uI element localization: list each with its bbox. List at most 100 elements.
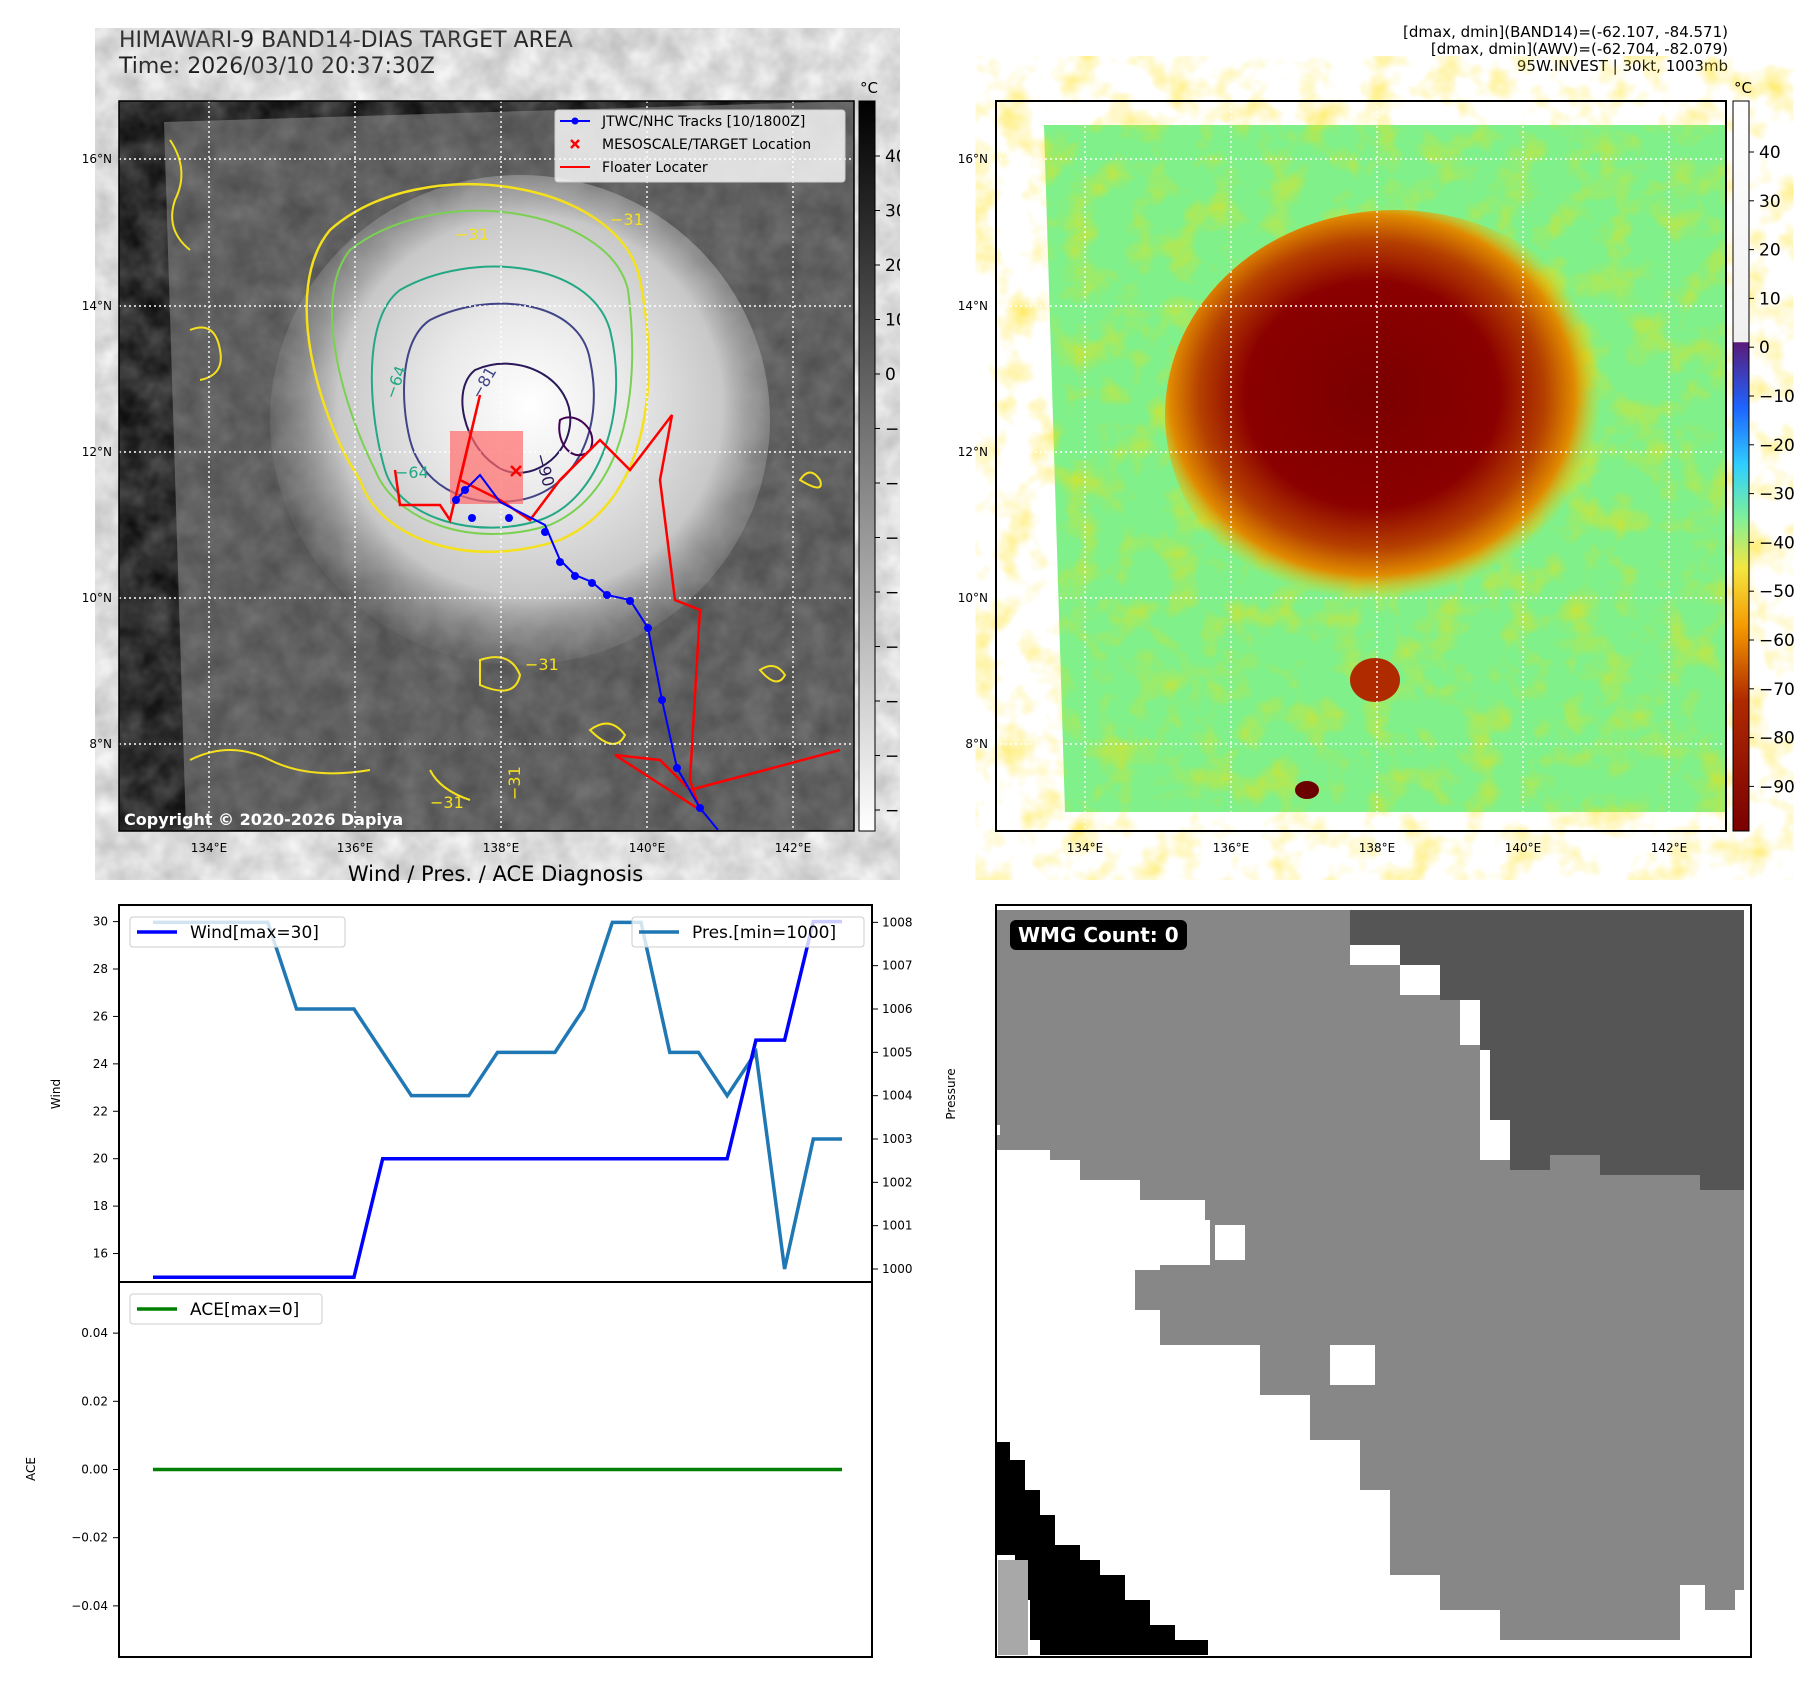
pressure-legend-label: Pres.[min=1000] (692, 923, 836, 943)
stats-line-band14: [dmax, dmin](BAND14)=(-62.107, -84.571) (1403, 23, 1728, 41)
wmg-region-light (998, 1560, 1028, 1655)
ir-cdo-cloud-mass (270, 175, 770, 665)
lat-tick-label: 10°N (82, 591, 112, 605)
lat-tick-label: 16°N (82, 152, 112, 166)
contour-deep-purple (461, 362, 572, 474)
lon-tick-label: 136°E (1213, 841, 1250, 855)
wind-axis-ticks: 16 18 20 22 24 26 28 30 (93, 915, 119, 1261)
pressure-axis-ticks: 1000 1001 1002 1003 1004 1005 1006 1007 1008 (872, 915, 913, 1276)
colorbar-tick-label: −60 (1759, 631, 1795, 651)
awv-panel: °C 403020100−10−20−30−40−50−60−70−80−90 … (958, 79, 1795, 855)
ir-panel: −31 −64 −81 −90 −31 −31 −31 −31 −64 JTWC… (82, 79, 900, 855)
ir-colorbar-ticks: 40 30 20 10 0 −10 −20 −30 −40 −50 −60 −70 −80 (875, 147, 900, 821)
contour-green (331, 209, 634, 535)
lon-tick-label: 140°E (1505, 841, 1542, 855)
lat-tick-label: 12°N (958, 445, 988, 459)
wind-tick-label: 20 (93, 1152, 108, 1166)
pressure-tick-label: 1008 (882, 915, 913, 929)
colorbar-tick-label: 40 (1759, 143, 1781, 163)
ir-lat-labels: 16°N 14°N 12°N 10°N 8°N (82, 152, 112, 751)
colorbar-tick-label: 20 (1759, 241, 1781, 261)
awv-colorbar-ticks: 40 30 20 10 0 −10 −20 −30 −40 −50 −60 −70 −80 −90 (1749, 143, 1795, 797)
contour-label: −31 (610, 210, 644, 229)
colorbar-tick-label: −30 (885, 529, 900, 549)
contour-fragments (169, 139, 822, 801)
legend-label-tracks: JTWC/NHC Tracks [10/1800Z] (601, 114, 805, 130)
awv-map-frame (995, 100, 1727, 832)
contour-label: −64 (395, 463, 429, 482)
legend-label-target: MESOSCALE/TARGET Location (602, 137, 811, 153)
pressure-legend: Pres.[min=1000] (631, 916, 865, 948)
colorbar-tick-label: 0 (1759, 338, 1770, 358)
awv-colorbar (1732, 100, 1750, 832)
wind-tick-label: 28 (93, 962, 108, 976)
figure-title: HIMAWARI-9 BAND14-DIAS TARGET AREA Time:… (119, 28, 573, 80)
wind-legend-label: Wind[max=30] (190, 923, 319, 943)
wind-tick-label: 18 (93, 1199, 108, 1213)
diagnosis-title: Wind / Pres. / ACE Diagnosis (347, 862, 644, 886)
lon-tick-label: 134°E (191, 841, 228, 855)
storm-summary: 95W.INVEST | 30kt, 1003mb (1516, 57, 1728, 75)
contour-label: −31 (430, 793, 464, 812)
colorbar-tick-label: 40 (885, 147, 900, 167)
lon-tick-label: 138°E (1359, 841, 1396, 855)
contour-label: −31 (525, 655, 559, 674)
stats-info: [dmax, dmin](BAND14)=(-62.107, -84.571) … (1403, 24, 1728, 75)
ace-legend-label: ACE[max=0] (190, 1300, 299, 1320)
colorbar-tick-label: −20 (1759, 436, 1795, 456)
colorbar-tick-label: −60 (885, 692, 900, 712)
ace-tick-label: −0.04 (71, 1599, 108, 1613)
lat-tick-label: 8°N (965, 737, 988, 751)
title-line-2: Time: 2026/03/10 20:37:30Z (119, 54, 435, 79)
colorbar-tick-label: 30 (885, 202, 900, 222)
ace-legend: ACE[max=0] (129, 1293, 323, 1325)
wmg-region-black (996, 1442, 1208, 1655)
pressure-tick-label: 1004 (882, 1089, 913, 1103)
pressure-tick-label: 1003 (882, 1132, 913, 1146)
lon-tick-label: 138°E (483, 841, 520, 855)
wind-tick-label: 26 (93, 1009, 108, 1023)
contour-label-group: −31 −64 −81 −90 −31 −31 −31 −31 −64 (381, 210, 644, 812)
lon-tick-label: 142°E (1651, 841, 1688, 855)
stats-line-awv: [dmax, dmin](AWV)=(-62.704, -82.079) (1430, 40, 1728, 58)
lon-tick-label: 142°E (775, 841, 812, 855)
colorbar-tick-label: −80 (1759, 729, 1795, 749)
colorbar-tick-label: −70 (885, 747, 900, 767)
colorbar-tick-label: −20 (885, 474, 900, 494)
contour-yellow (305, 183, 650, 553)
contour-teal (370, 265, 618, 529)
awv-lon-labels: 134°E 136°E 138°E 140°E 142°E (1067, 841, 1688, 855)
colorbar-tick-label: 10 (885, 311, 900, 331)
colorbar-tick-label: −30 (1759, 485, 1795, 505)
pressure-tick-label: 1002 (882, 1175, 913, 1189)
lat-tick-label: 14°N (958, 299, 988, 313)
pressure-tick-label: 1006 (882, 1002, 913, 1016)
lon-tick-label: 134°E (1067, 841, 1104, 855)
wmg-region-mid (996, 910, 1744, 1640)
ace-axis-ticks: 0.04 0.02 0.00 −0.02 −0.04 (71, 1326, 119, 1613)
lon-tick-label: 140°E (629, 841, 666, 855)
jtwc-track-points (452, 486, 704, 812)
pressure-axis-label: Pressure (944, 1068, 958, 1119)
legend-label-floater: Floater Locater (602, 160, 708, 176)
pressure-tick-label: 1007 (882, 959, 913, 973)
legend-target-marker (570, 139, 580, 149)
wind-axis-label: Wind (49, 1079, 63, 1109)
colorbar-tick-label: 20 (885, 256, 900, 276)
colorbar-tick-label: 30 (1759, 192, 1781, 212)
colorbar-tick-label: −70 (1759, 680, 1795, 700)
colorbar-tick-label: 10 (1759, 289, 1781, 309)
wind-tick-label: 24 (93, 1057, 108, 1071)
wmg-hole (1330, 1345, 1375, 1385)
floater-locater-track (393, 394, 841, 813)
colorbar-tick-label: −40 (885, 583, 900, 603)
ir-legend: JTWC/NHC Tracks [10/1800Z] MESOSCALE/TAR… (554, 109, 846, 183)
ace-tick-label: −0.02 (71, 1531, 108, 1545)
wind-legend: Wind[max=30] (129, 916, 346, 948)
awv-small-cell (1350, 658, 1400, 702)
ace-axis-label: ACE (24, 1457, 38, 1481)
title-line-1: HIMAWARI-9 BAND14-DIAS TARGET AREA (119, 28, 573, 53)
target-location-marker (510, 465, 522, 477)
ir-lon-labels: 134°E 136°E 138°E 140°E 142°E (191, 841, 812, 855)
